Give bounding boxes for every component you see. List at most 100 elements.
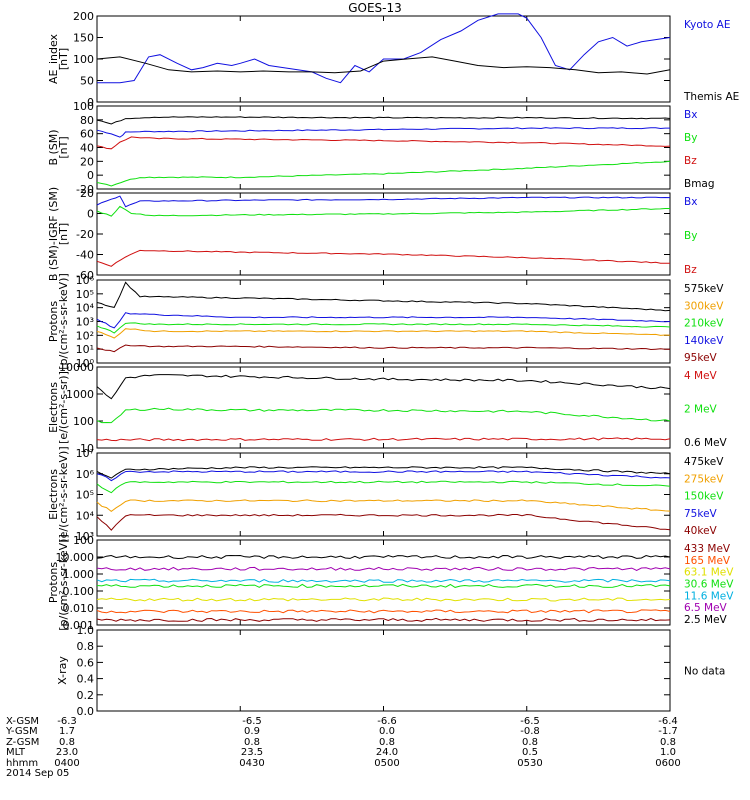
y-tick-label: -20 — [76, 228, 94, 241]
legend-label: 575keV — [684, 283, 724, 295]
y-tick-label: 10⁶ — [76, 468, 95, 481]
y-axis-label: Protons — [47, 562, 60, 603]
y-tick-label: 150 — [73, 32, 94, 45]
y-tick-label: 40 — [80, 142, 94, 155]
series-line — [96, 499, 671, 513]
series-line — [96, 480, 671, 494]
footer-value: -6.5 — [242, 716, 262, 727]
footer-row-z-gsm: Z-GSM 0.8 0.8 0.8 0.8 0.8 — [6, 736, 696, 749]
series-line — [96, 513, 671, 531]
footer-label: hhmm — [6, 757, 39, 769]
y-tick-label: 10² — [76, 329, 94, 342]
y-tick-label: 10000 — [59, 361, 94, 374]
series-line — [96, 136, 671, 150]
footer-value: -6.3 — [57, 716, 77, 727]
y-axis-label: [nT] — [57, 48, 70, 70]
series-line — [96, 205, 670, 217]
series-line — [96, 374, 671, 400]
y-tick-label: 60 — [80, 128, 94, 141]
footer-value: 0400 — [54, 757, 80, 769]
y-axis-label: Electrons — [47, 469, 60, 520]
legend-label: 210keV — [684, 318, 724, 330]
y-tick-label: 0 — [87, 96, 94, 109]
series-line — [96, 328, 671, 339]
footer-value: -6.4 — [658, 716, 678, 727]
y-axis-label: AE_index — [47, 33, 60, 84]
y-axis-label: [p/(cm²-s-sr-keV)] — [57, 534, 70, 631]
panel-frame — [96, 629, 671, 712]
footer-value: 24.0 — [375, 747, 399, 759]
legend-label: By — [684, 230, 697, 242]
y-tick-label: 10¹ — [76, 343, 94, 356]
legend-label: 40keV — [684, 525, 718, 537]
y-tick-label: 0 — [87, 208, 94, 221]
footer-row-mlt: MLT 23.0 23.5 24.0 0.5 1.0 — [6, 747, 696, 759]
legend-label: Kyoto AE — [684, 19, 730, 31]
series-line — [96, 127, 670, 138]
y-tick-label: 0.0 — [77, 705, 95, 718]
footer-row-hhmm: hhmm 0400 0430 0500 0530 0600 — [6, 757, 696, 770]
series-line — [96, 312, 671, 329]
y-tick-label: 100 — [73, 53, 94, 66]
y-tick-label: 20 — [80, 187, 94, 200]
y-tick-label: -20 — [76, 183, 94, 196]
legend-label: 11.6 MeV — [684, 590, 734, 602]
legend-label: Bmag — [684, 178, 715, 190]
series-line — [96, 566, 671, 571]
legend-label: 95keV — [684, 352, 718, 364]
legend-label: Bz — [684, 264, 697, 276]
footer-label: Y-GSM — [6, 726, 38, 738]
y-tick-label: 0 — [87, 169, 94, 182]
legend-label: By — [684, 132, 697, 144]
y-axis-label: [e/(cm²-s-sr)] — [57, 371, 70, 444]
y-tick-label: 0.010 — [63, 602, 95, 615]
legend-label: 30.6 MeV — [684, 579, 734, 591]
y-tick-label: 10⁶ — [76, 274, 95, 287]
y-tick-label: 10³ — [76, 316, 94, 329]
footer-value: 23.0 — [55, 747, 79, 759]
footer-value: 1.7 — [59, 726, 75, 738]
y-tick-label: -40 — [76, 249, 94, 262]
legend-label: 6.5 MeV — [684, 602, 728, 614]
footer-value: 0.0 — [379, 726, 395, 738]
legend-label: No data — [684, 666, 725, 678]
footer-value: 0530 — [517, 757, 543, 769]
legend-label: 140keV — [684, 335, 724, 347]
y-tick-label: 10 — [80, 442, 94, 455]
legend-label: Bx — [684, 109, 697, 121]
y-tick-label: 80 — [80, 114, 94, 127]
y-axis-label: B (SM)-IGRF (SM) — [47, 187, 60, 281]
y-tick-label: 10.000 — [56, 551, 95, 564]
page-title: GOES-13 — [348, 1, 402, 15]
series-line — [96, 116, 671, 125]
panel-frame — [96, 279, 671, 364]
footer-value: 0600 — [655, 757, 681, 769]
footer-value: -6.5 — [520, 716, 540, 727]
y-tick-label: 10⁴ — [76, 509, 95, 522]
y-axis-label: [nT] — [57, 136, 70, 158]
series-line — [96, 583, 671, 588]
footer-value: 23.5 — [240, 747, 264, 759]
y-tick-label: 100 — [73, 415, 94, 428]
footer-value: 0.8 — [379, 736, 395, 748]
y-tick-label: 10³ — [76, 530, 94, 543]
legend-label: Bz — [684, 155, 697, 167]
y-tick-label: 0.001 — [63, 619, 95, 632]
y-tick-label: 0.8 — [77, 640, 95, 653]
legend-label: 275keV — [684, 473, 724, 485]
legend-label: 300keV — [684, 300, 724, 312]
y-tick-label: 100 — [73, 534, 94, 547]
y-axis-label: X-ray — [56, 656, 69, 685]
y-axis-label: B (SM) — [47, 129, 60, 165]
series-line — [96, 578, 671, 583]
y-tick-label: 0.2 — [77, 689, 95, 702]
series-line — [96, 407, 671, 424]
legend-label: 75keV — [684, 508, 718, 520]
footer-value: 0500 — [374, 757, 400, 769]
series-line — [96, 56, 671, 75]
footer-label: X-GSM — [6, 716, 40, 727]
y-tick-label: 0.6 — [77, 656, 95, 669]
y-tick-label: 0.100 — [63, 585, 95, 598]
panel-frame — [96, 452, 671, 537]
legend-label: 150keV — [684, 491, 724, 503]
